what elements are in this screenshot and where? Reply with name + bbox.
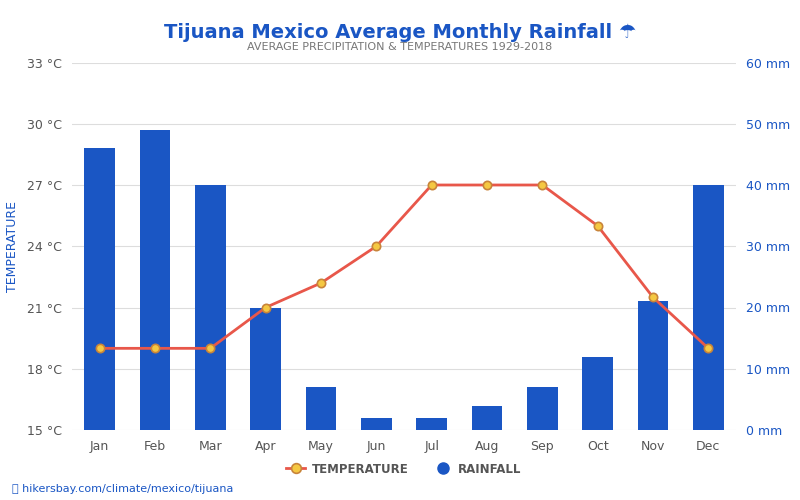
Text: AVERAGE PRECIPITATION & TEMPERATURES 1929-2018: AVERAGE PRECIPITATION & TEMPERATURES 192… <box>247 42 553 52</box>
Bar <box>582 356 613 430</box>
Bar <box>693 185 723 430</box>
Y-axis label: TEMPERATURE: TEMPERATURE <box>6 200 19 292</box>
Bar <box>140 130 170 430</box>
Bar <box>361 418 391 430</box>
Bar <box>250 308 281 430</box>
Bar <box>417 418 447 430</box>
Legend: TEMPERATURE, RAINFALL: TEMPERATURE, RAINFALL <box>282 458 526 480</box>
Bar <box>472 406 502 430</box>
Bar <box>306 387 336 430</box>
Bar <box>85 148 115 430</box>
Bar <box>638 302 668 430</box>
Text: Tijuana Mexico Average Monthly Rainfall ☂: Tijuana Mexico Average Monthly Rainfall … <box>164 22 636 42</box>
Text: 📍 hikersbay.com/climate/mexico/tijuana: 📍 hikersbay.com/climate/mexico/tijuana <box>12 484 234 494</box>
Bar <box>527 387 558 430</box>
Bar <box>195 185 226 430</box>
